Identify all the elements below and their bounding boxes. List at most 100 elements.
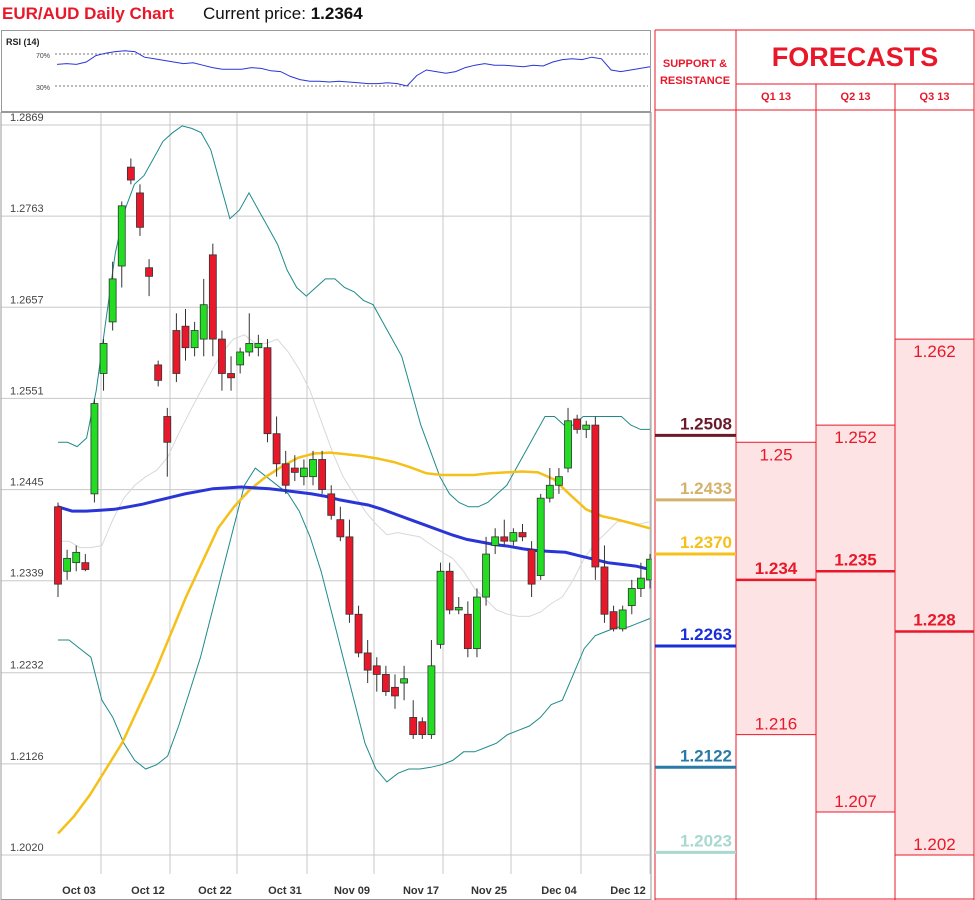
current-price-label: Current price: — [203, 4, 306, 23]
bollinger-upper-line — [58, 125, 650, 508]
candle-body — [90, 403, 99, 495]
candle-body — [72, 551, 81, 564]
candle-body — [190, 330, 199, 349]
rsi-frame — [1, 30, 651, 112]
candle-body — [227, 373, 235, 379]
candle-body — [381, 674, 390, 693]
candle-body — [145, 267, 153, 277]
y-tick-label: 1.2657 — [10, 294, 44, 306]
current-price: Current price: 1.2364 — [203, 4, 363, 24]
candle-body — [646, 558, 652, 581]
sr-level-value: 1.2122 — [680, 746, 732, 765]
x-tick-label: Oct 12 — [131, 885, 165, 897]
candle-body — [181, 325, 190, 349]
forecast-column-header: Q2 13 — [841, 91, 871, 103]
sr-level-value: 1.2263 — [680, 625, 732, 644]
candle-body — [372, 665, 381, 675]
forecast-mid-value: 1.234 — [755, 559, 798, 578]
candle-body — [199, 304, 208, 340]
candle-body — [555, 476, 563, 486]
rsi-level-70-label: 70% — [36, 53, 50, 60]
candles — [54, 158, 652, 739]
forecast-text: 1.25 1.234 1.216 Q1 13 1.252 1.235 1.207 Q2 13 1… — [660, 42, 956, 854]
rsi-label: RSI (14) — [6, 37, 40, 47]
candle-body — [163, 416, 172, 443]
sr-header-line2: RESISTANCE — [660, 75, 730, 87]
y-tick-label: 1.2869 — [10, 112, 44, 124]
candle-body — [445, 570, 454, 611]
candle-body — [618, 609, 627, 630]
forecast-high-value: 1.252 — [834, 428, 877, 447]
forecast-low-value: 1.202 — [913, 835, 956, 854]
candle-body — [172, 330, 181, 374]
candle-body — [463, 613, 472, 650]
candle-body — [245, 342, 254, 353]
ma-gray-line — [58, 334, 651, 617]
forecast-column-header: Q1 13 — [761, 91, 791, 103]
y-tick-label: 1.2551 — [10, 385, 44, 397]
candle-body — [218, 338, 226, 374]
candle-body — [318, 459, 327, 490]
y-axis-labels: 1.2869 1.2763 1.2657 1.2551 1.2445 1.2339 1.22… — [10, 112, 44, 854]
sr-header-line1: SUPPORT & — [663, 58, 727, 70]
forecast-range-shade — [736, 442, 816, 735]
candle-body — [500, 536, 509, 542]
y-tick-label: 1.2445 — [10, 477, 44, 489]
candle-body — [263, 347, 272, 435]
x-tick-label: Dec 04 — [541, 885, 577, 897]
ma-yellow-line — [57, 451, 651, 835]
forecast-range-shade — [895, 339, 974, 855]
candle-body — [309, 459, 317, 478]
candle-body — [108, 278, 117, 323]
candle-body — [327, 493, 336, 516]
sr-level-value: 1.2508 — [680, 414, 732, 433]
candle-body — [518, 532, 527, 538]
x-axis-labels: Oct 03 Oct 12 Oct 22 Oct 31 Nov 09 Nov 17 Nov … — [62, 885, 646, 897]
forecast-range-shade — [816, 425, 895, 813]
rsi-panel: RSI (14) 70% 30% — [1, 30, 651, 112]
x-tick-label: Nov 17 — [403, 885, 439, 897]
grid — [1, 112, 651, 874]
candle-body — [99, 342, 108, 374]
candle-body — [509, 532, 518, 542]
candle-body — [281, 463, 290, 486]
candle-body — [545, 484, 554, 499]
x-tick-label: Dec 12 — [610, 885, 645, 897]
forecast-low-value: 1.207 — [834, 792, 877, 811]
sr-level-value: 1.2433 — [680, 479, 732, 498]
forecast-low-value: 1.216 — [755, 715, 798, 734]
forecast-mid-value: 1.228 — [913, 610, 956, 629]
candle-body — [491, 536, 500, 546]
forecast-grid — [654, 29, 975, 900]
candle-body — [336, 519, 345, 538]
candle-body — [418, 721, 427, 736]
rsi-line — [56, 50, 651, 87]
candle-body — [391, 686, 399, 697]
candle-body — [482, 553, 490, 598]
candle-body — [536, 497, 545, 576]
candle-body — [582, 424, 591, 430]
forecast-shades — [736, 339, 974, 855]
candle-body — [354, 613, 363, 654]
candle-body — [208, 254, 217, 340]
candle-body — [527, 549, 536, 585]
y-tick-label: 1.2126 — [10, 751, 44, 763]
candle-body — [126, 166, 135, 181]
candle-body — [117, 205, 126, 267]
candle-body — [345, 536, 354, 615]
candle-body — [600, 566, 609, 615]
bollinger-lower-line — [58, 467, 651, 783]
sr-level-value: 1.2370 — [680, 533, 732, 552]
forecast-high-value: 1.262 — [913, 342, 956, 361]
candle-body — [54, 506, 62, 585]
x-tick-label: Oct 03 — [62, 885, 96, 897]
rsi-level-30-label: 30% — [36, 85, 50, 92]
forecast-high-value: 1.25 — [759, 445, 792, 464]
x-tick-label: Nov 25 — [471, 885, 507, 897]
candle-body — [363, 652, 372, 671]
ma-blue-line — [57, 485, 651, 571]
y-tick-label: 1.2020 — [10, 842, 44, 854]
forecast-mid-value: 1.235 — [834, 550, 877, 569]
candle-body — [63, 557, 72, 572]
candle-body — [591, 424, 600, 568]
